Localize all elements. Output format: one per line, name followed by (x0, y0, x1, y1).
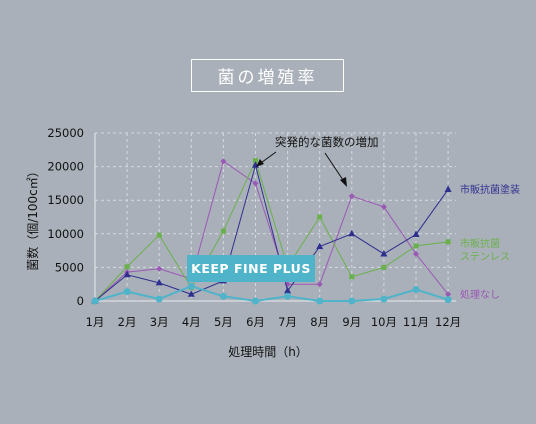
data-point (445, 291, 452, 298)
data-point (380, 295, 388, 303)
legend-keep-fine-plus: KEEP FINE PLUS (187, 255, 315, 282)
annotation-text: 突発的な菌数の増加 (275, 135, 379, 149)
y-tick-label: 15000 (47, 193, 84, 207)
annotation-arrowhead-left (256, 159, 264, 167)
series-line (94, 285, 449, 303)
x-tick-label: 2月 (118, 315, 137, 329)
data-point (123, 270, 131, 278)
data-point (124, 264, 130, 270)
x-tick-label: 12月 (435, 315, 461, 329)
x-tick-label: 6月 (246, 315, 265, 329)
data-point (187, 282, 195, 290)
x-tick-label: 7月 (278, 315, 297, 329)
data-point (413, 250, 419, 257)
data-point (284, 292, 292, 300)
x-tick-label: 8月 (310, 315, 329, 329)
legend-commercial-stainless: ステンレス (460, 252, 510, 263)
legend-commercial-coating: 市販抗菌塗装 (460, 183, 520, 196)
y-tick-label: 20000 (47, 160, 84, 174)
data-point (284, 286, 292, 294)
legend-commercial-stainless: 市販抗菌 (460, 237, 500, 250)
data-point (380, 249, 388, 257)
y-tick-label: 10000 (47, 227, 84, 241)
legend-no-treatment: 処理なし (460, 288, 500, 301)
data-point (253, 158, 258, 164)
data-point (220, 228, 226, 234)
x-tick-label: 3月 (150, 315, 169, 329)
annotation-arrow-right (324, 152, 346, 184)
annotation-arrowhead-right (340, 177, 347, 187)
data-point (445, 239, 451, 245)
chart-title: 菌の増殖率 (191, 59, 344, 92)
data-point (123, 288, 131, 296)
data-point (316, 281, 323, 288)
x-axis-title: 処理時間（h） (228, 345, 308, 359)
data-point (187, 290, 195, 297)
data-point (380, 203, 387, 210)
data-point (444, 296, 452, 304)
data-point (412, 230, 420, 237)
x-tick-label: 4月 (182, 315, 201, 329)
data-point (349, 274, 355, 280)
data-point (219, 292, 227, 300)
data-point (412, 286, 420, 294)
x-tick-label: 5月 (214, 315, 233, 329)
y-tick-label: 25000 (47, 126, 84, 140)
y-axis-title: 菌数（個/100c㎡） (25, 165, 40, 271)
data-point (348, 229, 356, 237)
data-point (252, 297, 259, 305)
x-tick-label: 10月 (371, 315, 397, 329)
series-line (94, 163, 449, 302)
data-point (252, 180, 259, 187)
data-point (348, 297, 356, 305)
data-point (316, 242, 324, 250)
data-point (317, 214, 323, 220)
series-line (94, 160, 449, 302)
data-point (413, 243, 419, 249)
data-point (220, 158, 227, 165)
data-point (348, 193, 355, 200)
data-point (381, 264, 387, 270)
data-point (155, 278, 163, 286)
y-tick-label: 5000 (55, 260, 84, 274)
x-tick-label: 9月 (342, 315, 361, 329)
x-tick-label: 11月 (403, 315, 429, 329)
data-point (155, 295, 163, 303)
data-point (156, 232, 162, 238)
data-point (91, 297, 99, 305)
series-line (94, 159, 449, 302)
data-point (444, 185, 452, 192)
data-point (156, 265, 163, 272)
x-tick-label: 1月 (86, 315, 105, 329)
y-tick-label: 0 (77, 294, 84, 308)
data-point (316, 297, 324, 305)
